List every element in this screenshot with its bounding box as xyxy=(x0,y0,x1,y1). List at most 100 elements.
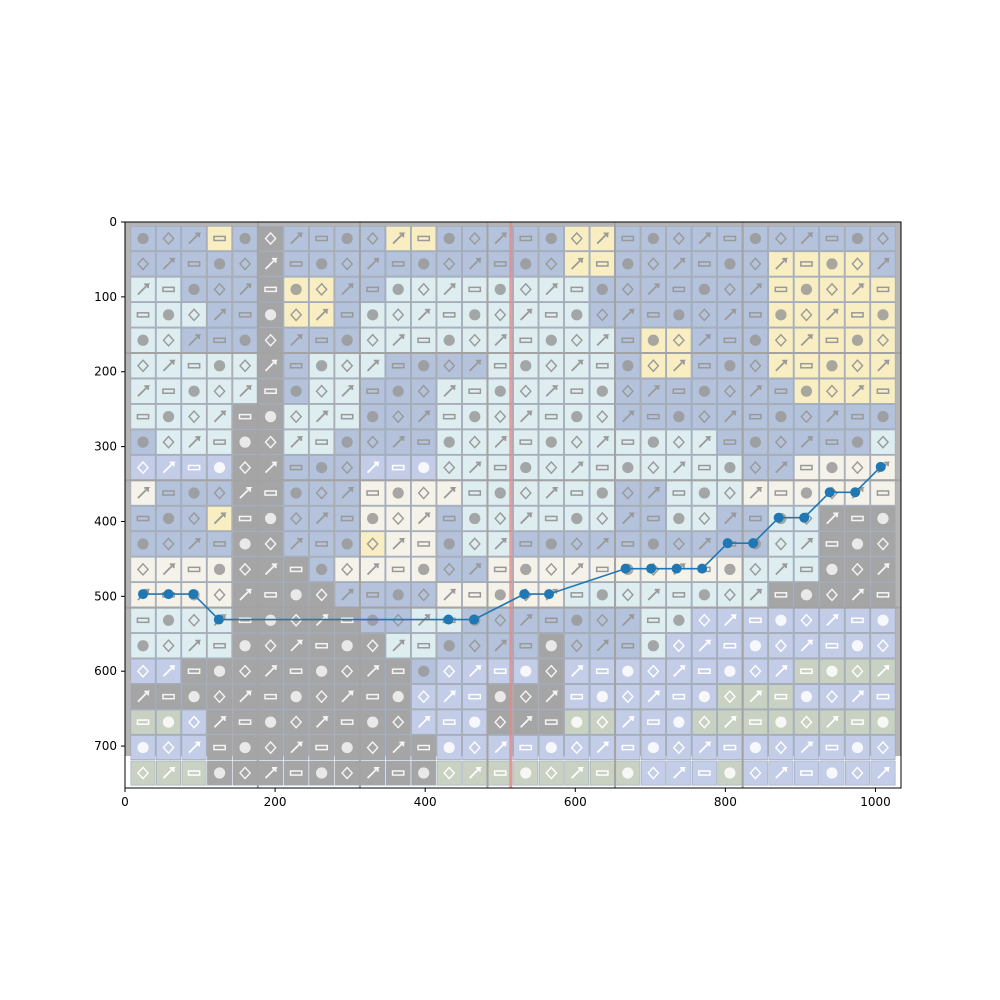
tile xyxy=(309,735,335,760)
tile-glyph-icon xyxy=(187,566,201,573)
x-tick-label: 1000 xyxy=(860,795,891,809)
tile xyxy=(436,760,462,786)
tile-glyph-icon xyxy=(519,486,532,500)
tile xyxy=(640,302,666,328)
tile-glyph-icon xyxy=(571,309,583,321)
tile xyxy=(538,302,564,328)
tile-glyph-icon xyxy=(391,362,405,369)
tile-glyph-icon xyxy=(341,741,353,754)
tile-glyph-icon xyxy=(723,690,736,704)
tile-glyph-icon xyxy=(647,436,659,448)
tile-glyph-icon xyxy=(366,490,380,496)
tile xyxy=(360,429,386,455)
tile-glyph-icon xyxy=(826,360,838,372)
tile-glyph-icon xyxy=(571,563,585,576)
tile-glyph-icon xyxy=(800,362,813,369)
tile xyxy=(870,709,896,735)
tile xyxy=(360,633,386,659)
tile xyxy=(258,276,284,302)
tile-glyph-icon xyxy=(264,716,277,728)
tile-glyph-icon xyxy=(775,563,789,576)
tile xyxy=(283,506,309,531)
tile-glyph-icon xyxy=(596,232,610,245)
tile-glyph-icon xyxy=(596,334,610,347)
tile-glyph-icon xyxy=(570,592,584,598)
tile-glyph-icon xyxy=(570,693,584,700)
tile-glyph-icon xyxy=(621,642,635,649)
tile-glyph-icon xyxy=(520,716,534,728)
tile xyxy=(589,251,615,277)
tile xyxy=(181,531,207,557)
tile xyxy=(564,633,590,659)
tile-glyph-icon xyxy=(520,258,532,270)
tile xyxy=(258,327,284,353)
tile xyxy=(768,735,794,760)
tile xyxy=(589,607,615,633)
tile xyxy=(870,633,896,659)
tile-glyph-icon xyxy=(213,744,226,751)
tile-glyph-icon xyxy=(749,515,762,522)
tile-glyph-icon xyxy=(723,642,737,649)
tile-glyph-icon xyxy=(366,665,380,677)
tile xyxy=(666,480,692,506)
tile-glyph-icon xyxy=(417,384,430,398)
tile-glyph-icon xyxy=(187,308,201,322)
tile-glyph-icon xyxy=(647,640,659,652)
tile xyxy=(768,582,794,608)
tile-glyph-icon xyxy=(289,566,303,573)
tile-glyph-icon xyxy=(825,744,839,751)
tile-glyph-icon xyxy=(443,640,455,652)
tile xyxy=(717,327,743,353)
tile xyxy=(615,480,641,506)
tile xyxy=(615,226,641,251)
tile-glyph-icon xyxy=(341,385,355,397)
tile-glyph-icon xyxy=(366,257,380,270)
tile-glyph-icon xyxy=(800,639,814,652)
tile-glyph-icon xyxy=(366,286,380,293)
tile-glyph-icon xyxy=(621,744,635,751)
tile-glyph-icon xyxy=(520,308,534,321)
data-point xyxy=(468,614,479,625)
tile-glyph-icon xyxy=(672,388,686,394)
tile xyxy=(615,378,641,404)
tile-glyph-icon xyxy=(876,388,890,394)
tile-glyph-icon xyxy=(800,668,813,674)
tile-glyph-icon xyxy=(621,235,635,242)
tile-glyph-icon xyxy=(137,487,151,499)
tile-glyph-icon xyxy=(698,334,712,347)
tile-glyph-icon xyxy=(391,261,405,267)
tile xyxy=(156,429,181,455)
tile-glyph-icon xyxy=(826,461,838,474)
tile-glyph-icon xyxy=(443,436,455,448)
tile xyxy=(742,455,768,480)
tile-glyph-icon xyxy=(264,693,277,700)
tile-glyph-icon xyxy=(647,664,660,678)
tile-glyph-icon xyxy=(851,257,864,271)
tile-glyph-icon xyxy=(316,258,328,270)
tile-glyph-icon xyxy=(724,767,736,779)
tile-glyph-icon xyxy=(749,385,763,397)
tile xyxy=(717,226,743,251)
tile-glyph-icon xyxy=(136,460,150,475)
tile-glyph-icon xyxy=(341,588,355,601)
tile xyxy=(538,709,564,735)
tile-glyph-icon xyxy=(213,360,226,372)
tile-glyph-icon xyxy=(647,487,661,499)
tile-glyph-icon xyxy=(493,770,507,776)
tile-glyph-icon xyxy=(826,767,838,779)
tile-glyph-icon xyxy=(749,334,762,346)
tile-glyph-icon xyxy=(698,362,711,369)
tile-glyph-icon xyxy=(724,461,736,474)
tile xyxy=(768,429,794,455)
tile-glyph-icon xyxy=(520,410,534,423)
tile xyxy=(691,506,717,531)
tile-glyph-icon xyxy=(570,388,584,394)
tile-glyph-icon xyxy=(213,461,226,474)
tile-glyph-icon xyxy=(340,413,354,420)
tile-glyph-icon xyxy=(622,614,636,627)
tile xyxy=(845,251,870,277)
tile-glyph-icon xyxy=(137,436,149,448)
tile xyxy=(258,226,284,251)
tile-glyph-icon xyxy=(289,770,303,776)
tile xyxy=(309,429,335,455)
